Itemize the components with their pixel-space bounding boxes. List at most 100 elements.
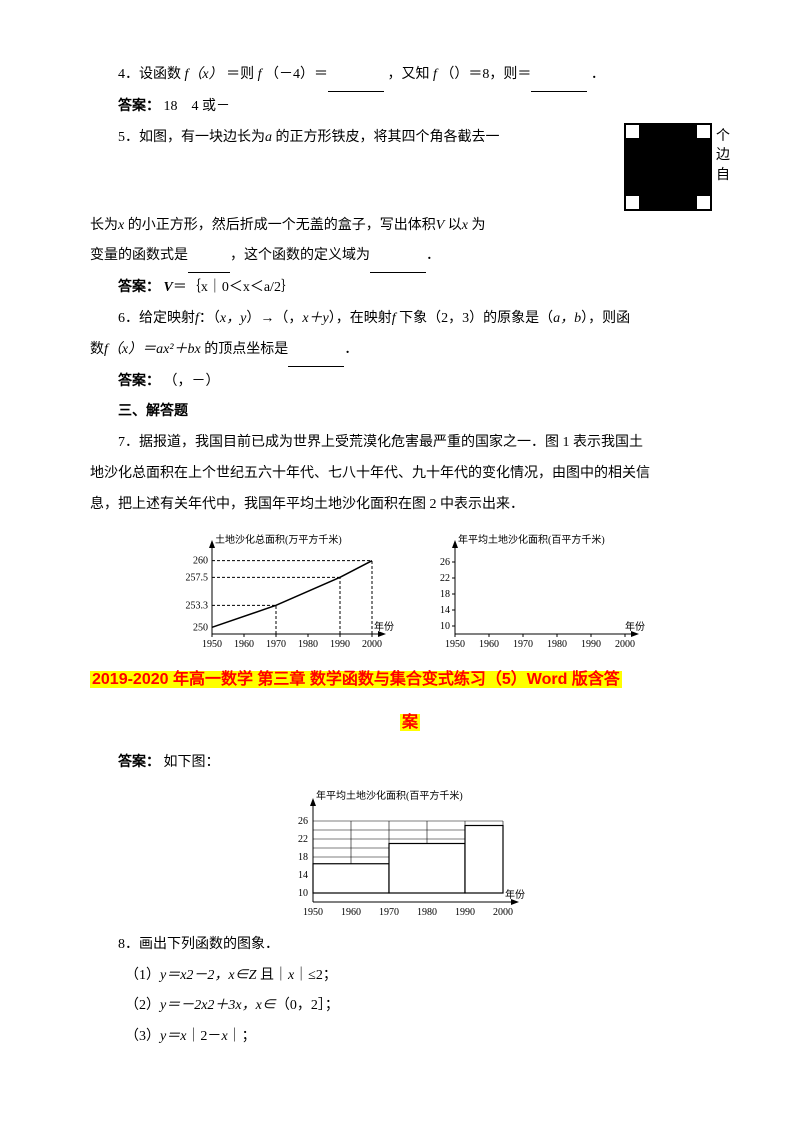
ans-label: 答案： bbox=[118, 99, 160, 114]
t: 且｜ bbox=[256, 968, 288, 983]
answer-chart-wrap: 年平均土地沙化面积(百平方千米) 年份 26 22 18 14 10 1950 1960 1970… bbox=[90, 787, 730, 922]
q6-t6: ），则函 bbox=[581, 311, 630, 326]
t: （0，2］； bbox=[276, 998, 339, 1013]
q4-c: （－4）＝ bbox=[265, 67, 328, 82]
ans-text: 如下图： bbox=[164, 755, 220, 770]
svg-text:253.3: 253.3 bbox=[186, 600, 209, 611]
question-6b: 数f（x）＝ax²＋bx 的顶点坐标是 ． bbox=[90, 335, 730, 367]
q5-t1: 5．如图，有一块边长为 bbox=[118, 130, 265, 145]
question-6: 6．给定映射f：（x，y）→（，x＋y），在映射f 下象（2，3）的原象是（a，… bbox=[90, 304, 730, 335]
svg-text:2000: 2000 bbox=[362, 639, 382, 650]
q5-v: V bbox=[436, 218, 445, 233]
q6-t3: ）→（， bbox=[246, 311, 302, 326]
svg-text:年份: 年份 bbox=[505, 888, 525, 901]
svg-text:1970: 1970 bbox=[379, 907, 399, 918]
q4-arg: （x） bbox=[188, 67, 222, 82]
ans-text: 18 4 或－ bbox=[164, 99, 231, 114]
q4-text: 4．设函数 bbox=[118, 67, 181, 82]
svg-text:10: 10 bbox=[298, 888, 308, 899]
t: y＝x bbox=[160, 1029, 186, 1044]
q8-2: （2）y＝－2x2＋3x，x∈（0，2］； bbox=[90, 991, 730, 1022]
svg-text:1960: 1960 bbox=[234, 639, 254, 650]
svg-text:1970: 1970 bbox=[513, 639, 533, 650]
ans-text: （，－） bbox=[164, 374, 220, 389]
q4-f2: f bbox=[258, 67, 262, 82]
svg-text:1990: 1990 bbox=[581, 639, 601, 650]
q6-ab: a，b bbox=[553, 311, 581, 326]
chart-1: 土地沙化总面积(万平方千米)年份260257.5253.325019501960… bbox=[170, 529, 395, 654]
ans-label: 答案： bbox=[118, 280, 160, 295]
answer-5: 答案： V＝｛x｜0＜x＜a/2｝ bbox=[90, 273, 730, 304]
t: ｜； bbox=[228, 1029, 256, 1044]
blank bbox=[531, 60, 587, 92]
corner-icon bbox=[624, 194, 641, 211]
question-5-row1: 5．如图，有一块边长为a 的正方形铁皮，将其四个角各截去一 个 边 自 bbox=[90, 123, 730, 211]
svg-text:1950: 1950 bbox=[445, 639, 465, 650]
section-3-heading: 三、解答题 bbox=[90, 397, 730, 428]
side2: 边 bbox=[716, 146, 730, 166]
corner-icon bbox=[624, 123, 641, 140]
blank bbox=[328, 60, 384, 92]
question-5-row2: 长为x 的小正方形，然后折成一个无盖的盒子，写出体积V 以x 为 bbox=[90, 211, 730, 242]
chart-2: 年平均土地沙化面积(百平方千米)年份2622181410195019601970… bbox=[425, 529, 650, 654]
title1: 2019-2020 年高一数学 第三章 数学函数与集合变式练习（5）Word 版… bbox=[90, 671, 622, 688]
svg-text:26: 26 bbox=[298, 816, 308, 827]
svg-text:土地沙化总面积(万平方千米): 土地沙化总面积(万平方千米) bbox=[215, 533, 342, 546]
t: ｜≤2； bbox=[294, 968, 337, 983]
t: （1） bbox=[125, 968, 160, 983]
svg-text:1980: 1980 bbox=[417, 907, 437, 918]
q5-t5: 以 bbox=[444, 218, 462, 233]
q5-t3: 长为 bbox=[90, 218, 118, 233]
answer-6: 答案： （，－） bbox=[90, 367, 730, 398]
q5-t2: 的正方形铁皮，将其四个角各截去一 bbox=[272, 130, 500, 145]
t: ｜2－ bbox=[186, 1029, 221, 1044]
ans-label: 答案： bbox=[118, 755, 160, 770]
svg-text:1960: 1960 bbox=[479, 639, 499, 650]
q6-t2: ：（ bbox=[199, 311, 220, 326]
q5-t6: 为 bbox=[468, 218, 486, 233]
svg-text:年平均土地沙化面积(百平方千米): 年平均土地沙化面积(百平方千米) bbox=[458, 533, 605, 546]
blank bbox=[288, 335, 344, 367]
q5-t8: ，这个函数的定义域为 bbox=[230, 248, 370, 263]
svg-text:257.5: 257.5 bbox=[186, 572, 209, 583]
svg-text:1990: 1990 bbox=[330, 639, 350, 650]
q7-l2: 地沙化总面积在上个世纪五六十年代、七八十年代、九十年代的变化情况，由图中的相关信 bbox=[90, 459, 730, 490]
svg-text:22: 22 bbox=[298, 834, 308, 845]
t: （2） bbox=[125, 998, 160, 1013]
svg-text:250: 250 bbox=[193, 622, 208, 633]
q4-f4: ． bbox=[591, 67, 605, 82]
q6-t5: 下象（2，3）的原象是（ bbox=[396, 311, 554, 326]
q6-xpy: x＋y bbox=[302, 311, 328, 326]
t: y＝x2－2，x∈Z bbox=[160, 968, 256, 983]
q5-t9: ． bbox=[426, 248, 440, 263]
svg-text:1950: 1950 bbox=[202, 639, 222, 650]
svg-text:1970: 1970 bbox=[266, 639, 286, 650]
q7-l3: 息，把上述有关年代中，我国年平均土地沙化面积在图 2 中表示出来． bbox=[90, 490, 730, 521]
charts-row: 土地沙化总面积(万平方千米)年份260257.5253.325019501960… bbox=[90, 529, 730, 654]
svg-text:1950: 1950 bbox=[303, 907, 323, 918]
svg-text:22: 22 bbox=[440, 573, 450, 584]
corner-icon bbox=[695, 123, 712, 140]
q6-t4: ），在映射 bbox=[329, 311, 392, 326]
q4-d: ，又知 bbox=[388, 67, 430, 82]
svg-text:年份: 年份 bbox=[625, 620, 645, 633]
ans-label: 答案： bbox=[118, 374, 160, 389]
q4-b: ＝则 bbox=[226, 67, 254, 82]
q6-fx: f（x）＝ax²＋bx bbox=[104, 342, 201, 357]
question-4: 4．设函数 f（x） ＝则 f （－4）＝ ，又知 f （）＝8，则＝ ． bbox=[90, 60, 730, 92]
svg-text:10: 10 bbox=[440, 621, 450, 632]
svg-text:18: 18 bbox=[440, 589, 450, 600]
svg-text:年平均土地沙化面积(百平方千米): 年平均土地沙化面积(百平方千米) bbox=[316, 789, 463, 802]
svg-text:1960: 1960 bbox=[341, 907, 361, 918]
svg-text:1990: 1990 bbox=[455, 907, 475, 918]
q8-3: （3）y＝x｜2－x｜； bbox=[90, 1022, 730, 1053]
square-figure bbox=[624, 123, 712, 211]
q5-a: a bbox=[265, 130, 272, 145]
svg-text:18: 18 bbox=[298, 852, 308, 863]
svg-text:2000: 2000 bbox=[493, 907, 513, 918]
answer-4: 答案： 18 4 或－ bbox=[90, 92, 730, 123]
side3: 自 bbox=[716, 166, 730, 186]
ans-v: V bbox=[164, 280, 173, 295]
svg-text:14: 14 bbox=[298, 870, 308, 881]
t: y＝－2x2＋3x，x∈ bbox=[160, 998, 276, 1013]
